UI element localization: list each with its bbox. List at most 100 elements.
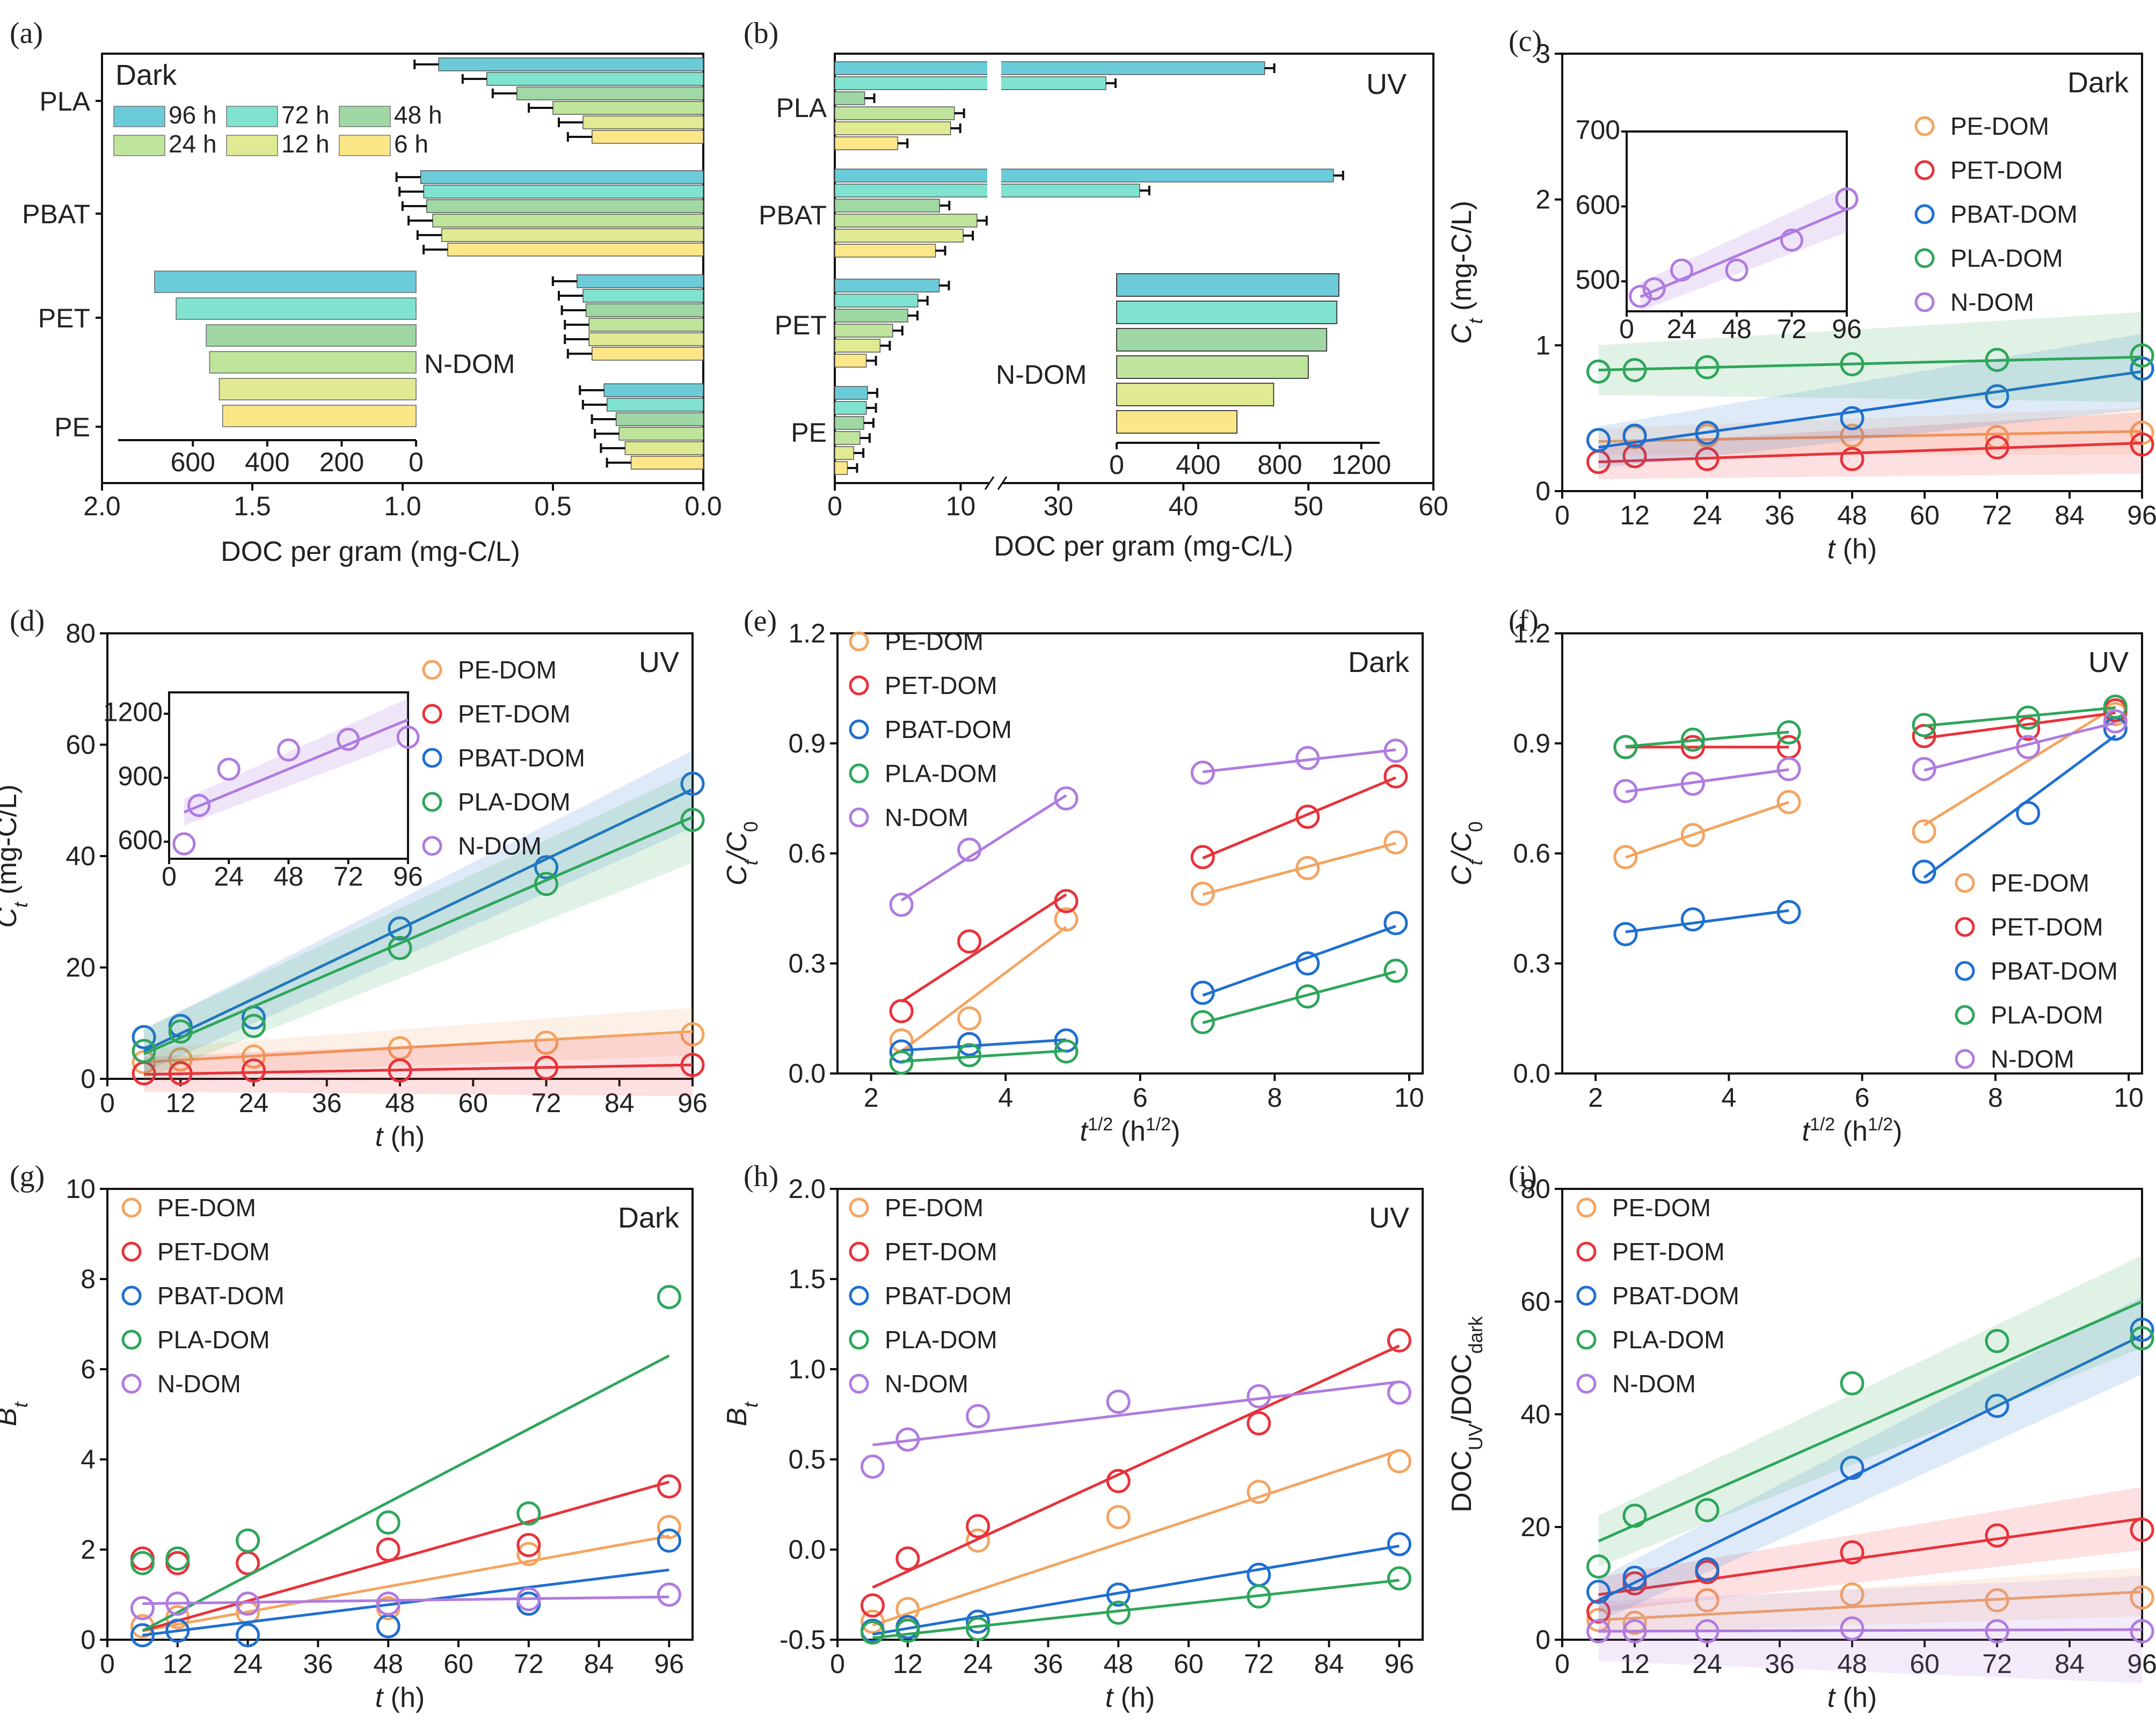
data-point	[1106, 1389, 1131, 1414]
legend-marker	[1914, 204, 1935, 224]
bar-break	[987, 61, 1001, 76]
data-point	[1776, 720, 1801, 744]
x-tick-label: 12	[1620, 1649, 1650, 1679]
x-tick-label: 10	[946, 491, 976, 521]
data-point	[516, 1542, 541, 1566]
x-tick-label: 72	[1982, 1649, 2012, 1679]
x-axis-label: t (h)	[1105, 1682, 1155, 1713]
x-tick-label: 8	[1988, 1083, 2003, 1113]
data-point	[534, 872, 558, 896]
y-tick-label: 40	[65, 841, 96, 871]
y-tick-label: 60	[65, 730, 96, 760]
data-point	[1840, 1371, 1864, 1396]
legend-label: PE-DOM	[157, 1194, 256, 1222]
panel-label: (a)	[10, 17, 43, 50]
inset-bar	[1116, 273, 1339, 297]
data-point	[1586, 1599, 1611, 1624]
data-point	[2130, 1326, 2154, 1350]
legend-label: PET-DOM	[157, 1238, 270, 1266]
data-point	[1776, 790, 1801, 814]
data-point	[1586, 359, 1611, 384]
x-axis-label: t (h)	[375, 1121, 425, 1152]
fit-line	[1625, 801, 1789, 859]
fit-line	[1598, 441, 2143, 464]
legend-marker	[1955, 961, 1975, 981]
series-pla-dom	[130, 1285, 681, 1632]
data-point	[1912, 713, 1936, 737]
category-label: PBAT	[759, 200, 827, 230]
bar	[441, 228, 704, 242]
legend-marker	[121, 1197, 142, 1218]
data-point	[1622, 1619, 1647, 1643]
fit-line	[1598, 1517, 2143, 1596]
inset-n-dom: 0 24 48 72 96 500 600 700	[1576, 115, 1862, 344]
bar	[426, 199, 704, 213]
inset-x-tick-label: 24	[214, 861, 244, 892]
legend-marker	[849, 631, 869, 652]
data-point	[895, 1618, 920, 1643]
data-point	[966, 1609, 990, 1634]
data-point	[1780, 228, 1803, 252]
legend-marker	[1576, 1374, 1597, 1394]
fit-line	[1202, 776, 1396, 860]
x-tick-label: 72	[514, 1649, 544, 1679]
data-point	[1106, 1601, 1131, 1625]
data-point	[1985, 435, 2009, 459]
y-tick-label: 0	[1535, 1625, 1550, 1655]
fit-line	[144, 1063, 693, 1076]
legend-marker	[1576, 1329, 1597, 1350]
x-tick-label: 60	[443, 1649, 474, 1679]
bar	[834, 446, 854, 460]
data-point	[1295, 746, 1320, 770]
fit-line	[1625, 909, 1789, 933]
bar	[588, 318, 704, 332]
data-point	[1586, 428, 1611, 452]
data-point	[2130, 1318, 2154, 1342]
inset-x-tick-label: 0	[409, 447, 424, 477]
x-tick-label: 60	[1910, 500, 1940, 530]
fit-line	[900, 794, 1067, 902]
y-tick-label: 0.9	[788, 728, 826, 758]
data-point	[1586, 1619, 1611, 1643]
series-pe-dom	[132, 1007, 705, 1076]
data-point	[1725, 258, 1749, 282]
y-tick-label: 2.0	[788, 1174, 826, 1204]
panel-label: (h)	[744, 1160, 778, 1193]
inset-bar	[209, 351, 417, 374]
bar	[834, 184, 1140, 198]
y-tick-label: 0.6	[1513, 838, 1550, 868]
data-point	[2130, 343, 2154, 368]
x-tick-label: 2	[864, 1083, 879, 1113]
legend-label: PBAT-DOM	[885, 715, 1012, 743]
data-point	[957, 1006, 982, 1031]
data-point	[1622, 358, 1647, 383]
bar	[582, 289, 704, 303]
legend-label: PET-DOM	[458, 700, 571, 728]
data-point	[1642, 277, 1666, 301]
x-tick-label: 8	[1267, 1083, 1282, 1113]
x-tick-label: 24	[233, 1649, 263, 1679]
condition-label: UV	[1366, 68, 1407, 100]
data-point	[376, 1510, 400, 1535]
data-point	[889, 999, 914, 1024]
data-point	[1985, 384, 2009, 408]
legend-marker	[1576, 1285, 1597, 1306]
x-tick-label: 10	[2114, 1083, 2144, 1113]
legend-label: PET-DOM	[885, 671, 997, 699]
inset-x-tick-label: 400	[1176, 450, 1220, 480]
series-pla-dom	[1586, 1255, 2154, 1579]
x-tick-label: 72	[1244, 1649, 1274, 1679]
x-tick-label: 2.0	[83, 491, 121, 521]
bar	[834, 106, 955, 120]
data-point	[242, 1013, 266, 1038]
data-point	[1840, 352, 1864, 377]
fit-line	[142, 1354, 670, 1632]
legend-marker	[1955, 917, 1975, 937]
y-tick-label: 1.5	[788, 1264, 826, 1294]
fit-line	[1203, 748, 1396, 773]
data-point	[1054, 786, 1079, 810]
legend-marker	[849, 1197, 869, 1218]
condition-label: UV	[639, 646, 679, 678]
legend-marker	[422, 704, 442, 724]
fit-line	[1640, 208, 1847, 298]
